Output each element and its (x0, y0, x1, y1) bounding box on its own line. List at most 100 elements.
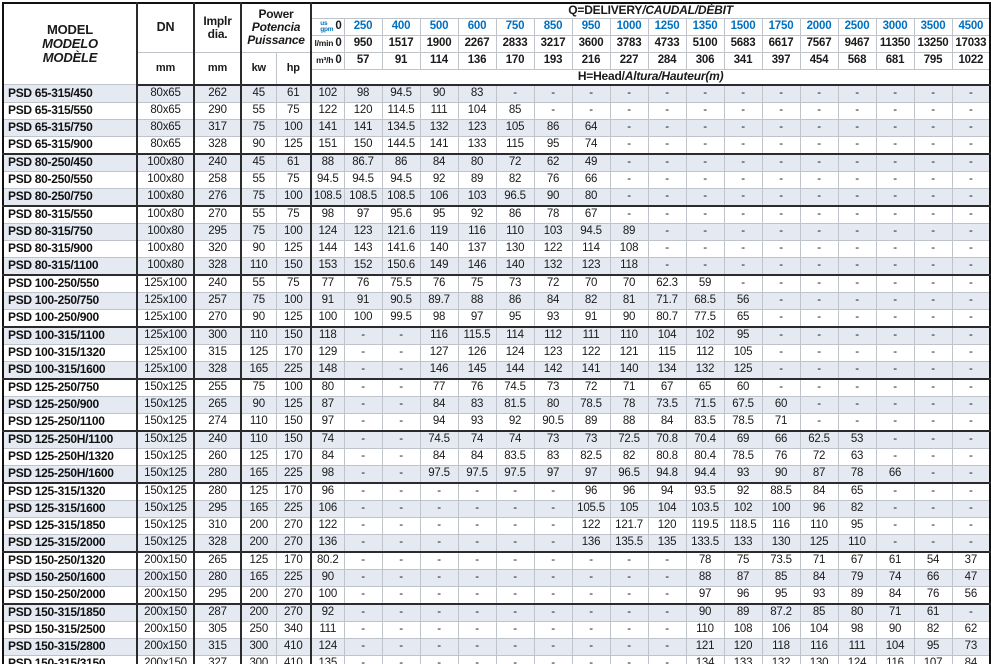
dn-cell: 100x80 (136, 187, 195, 206)
flow-header-l-min-value: 5683 (723, 34, 763, 53)
head-value-cell: 74.5 (419, 429, 459, 449)
flow-header-l-min-value: 2267 (457, 34, 497, 53)
head-value-cell: - (761, 187, 801, 206)
head-value-cell: 100 (343, 308, 383, 327)
head-value-cell: 97 (571, 464, 611, 483)
head-value-cell: - (533, 602, 573, 622)
head-value-cell: - (761, 222, 801, 241)
head-value-cell: 149 (419, 256, 459, 275)
kw-cell: 125 (240, 447, 277, 466)
head-value-cell: 122 (571, 516, 611, 535)
head-value-cell: 114 (495, 325, 535, 345)
kw-cell: 200 (240, 602, 277, 622)
head-value-cell: - (913, 481, 953, 501)
head-value-cell: - (381, 602, 421, 622)
head-value-cell: 71 (875, 602, 915, 622)
head-value-cell: 74 (495, 429, 535, 449)
head-value-cell: 88 (310, 152, 345, 172)
header-row-m3-h: mm mm kw hp m³/h 0 57 91 114 136 170 193 216 22… (3, 51, 991, 86)
head-value-cell: - (837, 256, 877, 275)
hp-cell: 170 (275, 447, 313, 466)
head-value-cell: - (875, 325, 915, 345)
head-value-cell: 99.5 (381, 308, 421, 327)
hp-cell: 270 (275, 585, 313, 604)
head-value-cell: - (533, 84, 573, 103)
head-value-cell: 76 (533, 170, 573, 189)
head-value-cell: 121.7 (609, 516, 649, 535)
head-value-cell: - (875, 273, 915, 293)
head-value-cell: 87 (799, 464, 839, 483)
head-value-cell: - (761, 343, 801, 362)
hp-cell: 125 (275, 135, 313, 154)
head-value-cell: - (951, 170, 991, 189)
h-title-italic: Altura/Hauteur (624, 69, 706, 83)
model-cell: PSD 100-315/1320 (2, 343, 138, 362)
head-value-cell: - (723, 256, 763, 275)
head-value-cell: 82.5 (571, 447, 611, 466)
head-value-cell: 56 (951, 585, 991, 604)
model-cell: PSD 100-250/750 (2, 291, 138, 310)
hp-cell: 61 (275, 152, 313, 172)
head-value-cell: - (723, 239, 763, 258)
head-value-cell: - (533, 550, 573, 570)
head-value-cell: - (457, 602, 497, 622)
flow-header-m3-h-value: 568 (837, 51, 877, 70)
implr-unit-mm: mm (193, 51, 242, 86)
head-value-cell: - (647, 187, 687, 206)
head-value-cell: 88.5 (761, 481, 801, 501)
head-value-cell: - (799, 377, 839, 397)
h-head-title: H=Head/Altura/Hauteur(m) (310, 68, 991, 86)
head-value-cell: 67 (837, 550, 877, 570)
head-value-cell: 132 (533, 256, 573, 275)
head-value-cell: - (913, 499, 953, 518)
head-value-cell: - (723, 204, 763, 224)
table-row: PSD 150-315/2800 200x150 315 300 410 124- - - - -… (2, 637, 991, 656)
flow-header-l-min-value: 13250 (913, 34, 953, 53)
head-value-cell: - (343, 412, 383, 431)
head-value-cell: 150.6 (381, 256, 421, 275)
head-value-cell: - (951, 602, 991, 622)
head-value-cell: - (647, 654, 687, 664)
head-value-cell: 67 (571, 204, 611, 224)
head-value-cell: 67.5 (723, 395, 763, 414)
head-value-cell: - (761, 135, 801, 154)
head-value-cell: - (647, 585, 687, 604)
head-value-cell: - (685, 204, 725, 224)
impeller-dia-cell: 317 (193, 118, 242, 137)
head-value-cell: 94.5 (381, 84, 421, 103)
head-value-cell: 93 (457, 412, 497, 431)
head-value-cell: 49 (571, 152, 611, 172)
header-row-titles: MODEL MODELO MODÈLE DN Implr dia. Power … (2, 2, 991, 85)
head-value-cell: - (951, 499, 991, 518)
hp-cell: 225 (275, 464, 313, 483)
header-row-us-gpm: us gpm 0 250 400 500 600 750 850 950 1000 1250 13… (3, 17, 991, 36)
head-value-cell: - (951, 204, 991, 224)
hp-cell: 225 (275, 568, 313, 587)
flow-header-m3-h-value: 795 (913, 51, 953, 70)
dn-cell: 150x125 (136, 377, 195, 397)
dn-cell: 200x150 (136, 550, 195, 570)
head-value-cell: - (457, 499, 497, 518)
head-value-cell: 89 (571, 412, 611, 431)
head-value-cell: - (913, 204, 953, 224)
head-value-cell: 83 (457, 84, 497, 103)
head-value-cell: 97 (533, 464, 573, 483)
us-gpm-unit-cell: us gpm 0 (310, 17, 345, 36)
head-value-cell: - (951, 377, 991, 397)
head-value-cell: 98 (310, 464, 345, 483)
dn-unit-mm: mm (136, 51, 195, 86)
head-value-cell: 142 (533, 360, 573, 379)
flow-header-m3-h-value: 341 (723, 51, 763, 70)
head-value-cell: - (343, 360, 383, 379)
impeller-dia-cell: 310 (193, 516, 242, 535)
table-row: PSD 65-315/450 80x65 262 45 61 102 98 94.5 90 83-… (2, 84, 991, 103)
h-title-suffix: (m) (705, 69, 724, 83)
head-value-cell: - (609, 585, 649, 604)
head-value-cell: 80 (457, 152, 497, 172)
head-value-cell: 66 (761, 429, 801, 449)
hp-cell: 270 (275, 516, 313, 535)
head-value-cell: 82 (913, 620, 953, 639)
head-value-cell: 153 (310, 256, 345, 275)
head-value-cell: 95.6 (381, 204, 421, 224)
